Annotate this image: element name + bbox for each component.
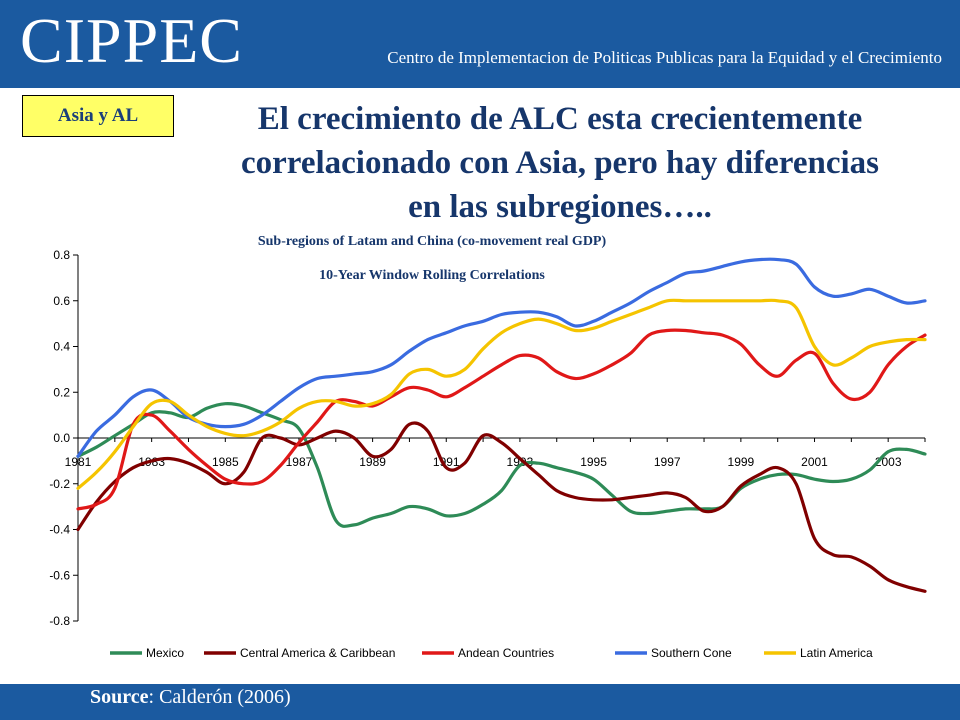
series-line-southern-cone (76, 257, 927, 458)
y-tick-label: 0.2 (53, 385, 70, 399)
correlation-chart: Sub-regions of Latam and China (co-movem… (49, 234, 927, 660)
y-tick-label: -0.8 (49, 614, 70, 628)
source-label: Source (90, 686, 149, 708)
y-tick-label: 0.8 (53, 248, 70, 262)
header-subtitle: Centro de Implementacion de Politicas Pu… (387, 48, 942, 67)
slide-title-line-1: El crecimiento de ALC esta crecientement… (257, 101, 863, 137)
chart-subtitle: 10-Year Window Rolling Correlations (319, 268, 545, 283)
cippec-logo: CIPPEC (20, 5, 243, 76)
legend-label-andean-countries: Andean Countries (458, 646, 554, 660)
source-note: Source: Calderón (2006) (90, 686, 291, 709)
slide-title-line-3: en las subregiones….. (408, 189, 712, 225)
y-tick-label: 0.0 (53, 431, 70, 445)
y-tick-label: 0.6 (53, 294, 70, 308)
x-tick-label: 2001 (801, 455, 828, 469)
y-tick-label: -0.6 (49, 568, 70, 582)
y-tick-label: -0.2 (49, 477, 70, 491)
series-line-central-america-caribbean (76, 421, 927, 593)
x-tick-label: 1989 (359, 455, 386, 469)
legend-label-latin-america: Latin America (800, 646, 873, 660)
series-line-andean-countries (76, 328, 927, 511)
x-tick-label: 1997 (654, 455, 681, 469)
y-tick-label: -0.4 (49, 523, 70, 537)
header-bar: CIPPEC Centro de Implementacion de Polit… (0, 0, 960, 88)
legend-label-southern-cone: Southern Cone (651, 646, 732, 660)
slide-title-line-2: correlacionado con Asia, pero hay difere… (241, 145, 879, 181)
source-text: : Calderón (2006) (148, 686, 291, 708)
x-tick-label: 1987 (286, 455, 313, 469)
section-tag: Asia y AL (22, 95, 174, 137)
y-tick-label: 0.4 (53, 340, 70, 354)
series-line-latin-america (76, 298, 927, 490)
x-tick-label: 1995 (580, 455, 607, 469)
series-line-mexico (76, 402, 927, 528)
footer-bar (0, 684, 960, 720)
x-tick-label: 1981 (65, 455, 92, 469)
legend-label-mexico: Mexico (146, 646, 184, 660)
x-tick-label: 1985 (212, 455, 239, 469)
legend-label-central-america-caribbean: Central America & Caribbean (240, 646, 395, 660)
slide-title: El crecimiento de ALC esta crecientement… (160, 97, 960, 229)
chart-title: Sub-regions of Latam and China (co-movem… (258, 234, 607, 249)
x-tick-label: 1999 (728, 455, 755, 469)
